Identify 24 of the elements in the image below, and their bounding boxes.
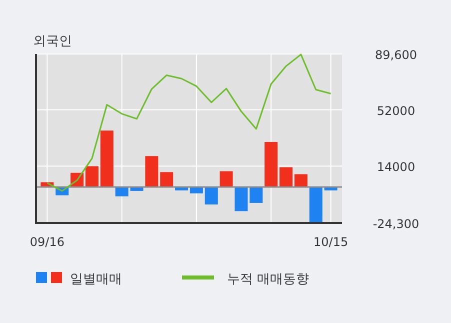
chart-title: 외국인 (33, 34, 72, 49)
bar (250, 186, 263, 203)
bar (145, 156, 158, 187)
line-series (46, 54, 332, 192)
bar (190, 186, 203, 194)
bar (234, 186, 248, 212)
y-tick-label: 89,600 (375, 48, 417, 62)
y-tick-label: 14000 (376, 160, 416, 174)
bar (309, 186, 322, 223)
x-tick-label: 09/16 (30, 235, 64, 249)
bar (294, 174, 308, 187)
y-tick-label: -24,300 (372, 217, 420, 231)
bar (220, 171, 233, 187)
bar (204, 186, 218, 204)
bar (85, 166, 98, 187)
bar (160, 172, 174, 187)
y-tick-label: 52000 (376, 104, 416, 118)
x-tick-label: 10/15 (314, 235, 348, 249)
legend-label: 누적 매매동향 (227, 272, 310, 287)
bar (264, 142, 278, 187)
bar (115, 186, 128, 196)
bar (280, 167, 293, 187)
bar (100, 130, 114, 187)
legend-label: 일별매매 (70, 272, 122, 287)
